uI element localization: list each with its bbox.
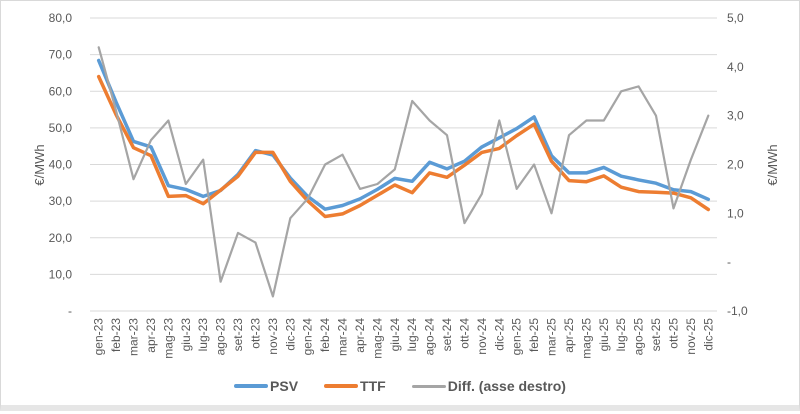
- x-tick-label: ott-23: [248, 318, 262, 349]
- x-tick-label: giu-24: [388, 318, 402, 352]
- x-tick-label: mar-25: [545, 318, 559, 356]
- y-tick-label: 80,0: [49, 11, 73, 25]
- y-tick-label: -: [68, 304, 72, 318]
- x-tick-label: gen-24: [301, 318, 315, 356]
- y-axis-title-left: €/MWh: [32, 144, 47, 185]
- legend-item-ttf: TTF: [324, 378, 386, 394]
- x-tick-label: mag-23: [161, 318, 175, 359]
- right-axis-ticks: -1,0-1,02,03,04,05,0: [727, 11, 748, 318]
- left-axis-ticks: - 10,0 20,0 30,0 40,0 50,0 60,0 70,0 80,0: [49, 11, 73, 318]
- x-tick-label: ott-24: [457, 318, 471, 349]
- x-tick-label: ott-25: [666, 318, 680, 349]
- legend-swatch-psv: [234, 384, 269, 388]
- y-right-tick-label: 1,0: [727, 206, 744, 220]
- x-tick-label: set-24: [440, 318, 454, 352]
- y-tick-label: 10,0: [49, 267, 73, 281]
- x-tick-label: feb-24: [318, 318, 332, 352]
- x-tick-label: feb-23: [109, 318, 123, 352]
- x-tick-label: dic-25: [701, 318, 715, 351]
- y-axis-title-right: €/MWh: [765, 144, 780, 185]
- x-tick-label: ago-25: [632, 318, 646, 356]
- x-tick-label: set-23: [231, 318, 245, 352]
- y-tick-label: 40,0: [49, 158, 73, 172]
- x-tick-label: dic-24: [492, 318, 506, 351]
- x-tick-label: lug-25: [614, 318, 628, 352]
- gridlines: [90, 17, 717, 312]
- legend-label-diff: Diff. (asse destro): [447, 378, 566, 394]
- legend-swatch-diff: [411, 384, 446, 388]
- x-tick-label: gen-25: [510, 318, 524, 356]
- legend-label-ttf: TTF: [360, 378, 386, 394]
- legend-swatch-ttf: [324, 384, 359, 388]
- x-tick-label: ago-23: [214, 318, 228, 356]
- y-tick-label: 30,0: [49, 194, 73, 208]
- legend-item-diff: Diff. (asse destro): [411, 378, 566, 394]
- x-tick-label: mag-24: [370, 318, 384, 359]
- x-tick-label: giu-25: [597, 318, 611, 352]
- x-tick-label: lug-24: [405, 318, 419, 352]
- x-tick-label: mag-25: [579, 318, 593, 359]
- x-tick-label: nov-24: [475, 318, 489, 355]
- y-tick-label: 50,0: [49, 121, 73, 135]
- x-tick-label: dic-23: [283, 318, 297, 351]
- series-line-diff-asse-destro: [97, 46, 710, 298]
- x-tick-label: apr-24: [353, 318, 367, 353]
- x-tick-label: lug-23: [196, 318, 210, 352]
- x-tick-label: giu-23: [179, 318, 193, 352]
- x-tick-label: gen-23: [92, 318, 106, 356]
- legend-label-psv: PSV: [270, 378, 299, 394]
- x-tick-label: set-25: [649, 318, 663, 352]
- series-line-ttf: [96, 74, 711, 219]
- x-tick-label: feb-25: [527, 318, 541, 352]
- y-right-tick-label: -: [727, 255, 731, 269]
- x-tick-label: apr-23: [144, 318, 158, 353]
- y-tick-label: 20,0: [49, 231, 73, 245]
- x-tick-label: ago-24: [423, 318, 437, 356]
- y-right-tick-label: 4,0: [727, 60, 744, 74]
- x-tick-label: nov-25: [684, 318, 698, 355]
- x-axis-ticks: gen-23 feb-23 mar-23 apr-23 mag-23 giu-23 lug-…: [92, 318, 716, 359]
- legend-item-psv: PSV: [234, 378, 298, 394]
- y-right-tick-label: 2,0: [727, 158, 744, 172]
- x-tick-label: apr-25: [562, 318, 576, 353]
- series-line-psv: [96, 58, 711, 211]
- x-tick-label: nov-23: [266, 318, 280, 355]
- y-tick-label: 70,0: [49, 48, 73, 62]
- legend: PSV TTF Diff. (asse destro): [0, 378, 800, 394]
- y-right-tick-label: 3,0: [727, 109, 744, 123]
- y-tick-label: 60,0: [49, 84, 73, 98]
- y-right-tick-label: 5,0: [727, 11, 744, 25]
- x-tick-label: mar-24: [336, 318, 350, 356]
- series-lines: [96, 46, 711, 298]
- x-tick-label: mar-23: [127, 318, 141, 356]
- y-right-tick-label: -1,0: [727, 304, 748, 318]
